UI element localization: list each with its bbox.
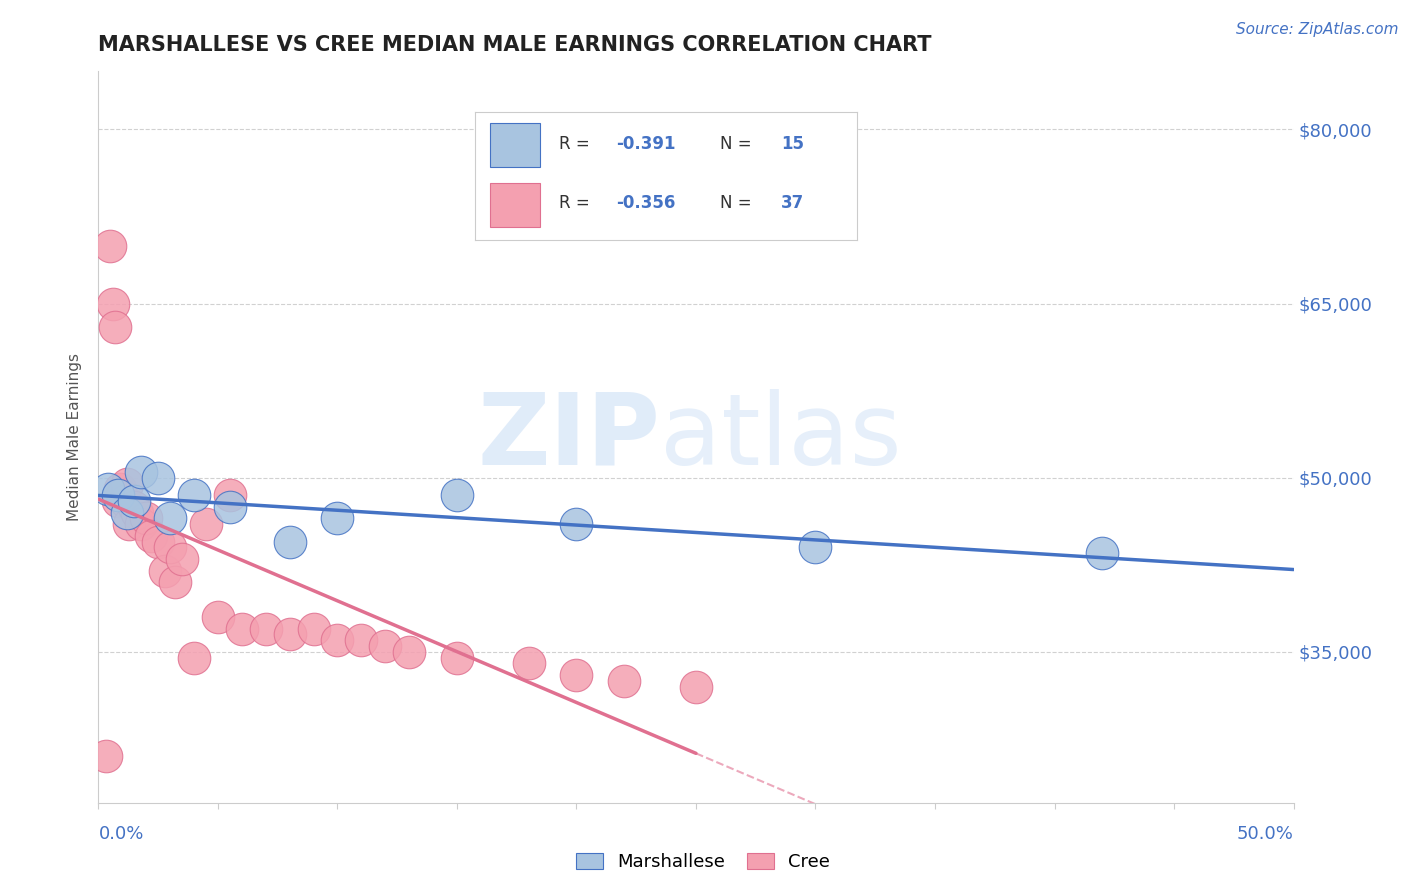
Point: [183, 488, 205, 502]
Point: [219, 488, 242, 502]
Point: [446, 650, 468, 665]
Point: [207, 610, 229, 624]
Text: MARSHALLESE VS CREE MEDIAN MALE EARNINGS CORRELATION CHART: MARSHALLESE VS CREE MEDIAN MALE EARNINGS…: [98, 35, 932, 54]
Point: [115, 476, 138, 491]
Point: [194, 517, 218, 532]
Point: [172, 552, 194, 566]
Point: [108, 483, 131, 497]
Point: [131, 517, 153, 532]
Text: atlas: atlas: [661, 389, 901, 485]
Point: [302, 622, 325, 636]
Point: [107, 494, 129, 508]
Point: [326, 511, 349, 525]
Point: [613, 673, 636, 688]
Point: [219, 500, 242, 514]
Point: [446, 488, 468, 502]
Legend: Marshallese, Cree: Marshallese, Cree: [568, 846, 838, 879]
Point: [159, 511, 181, 525]
Point: [107, 488, 129, 502]
Point: [114, 494, 136, 508]
Text: 50.0%: 50.0%: [1237, 825, 1294, 843]
Point: [111, 488, 134, 502]
Point: [131, 465, 153, 479]
Point: [350, 633, 373, 648]
Point: [254, 622, 277, 636]
Point: [1091, 546, 1114, 560]
Text: Source: ZipAtlas.com: Source: ZipAtlas.com: [1236, 22, 1399, 37]
Point: [97, 483, 120, 497]
Point: [565, 668, 588, 682]
Point: [148, 534, 170, 549]
Point: [124, 500, 146, 514]
Point: [139, 529, 162, 543]
Point: [98, 238, 122, 252]
Text: ZIP: ZIP: [477, 389, 661, 485]
Y-axis label: Median Male Earnings: Median Male Earnings: [67, 353, 83, 521]
Point: [104, 319, 127, 334]
Point: [101, 296, 124, 310]
Point: [125, 506, 148, 520]
Point: [155, 564, 177, 578]
Point: [94, 749, 117, 764]
Point: [685, 680, 707, 694]
Point: [326, 633, 349, 648]
Point: [118, 517, 141, 532]
Point: [374, 639, 396, 653]
Point: [115, 506, 138, 520]
Point: [124, 494, 146, 508]
Point: [159, 541, 181, 555]
Point: [183, 650, 205, 665]
Point: [135, 511, 157, 525]
Text: 0.0%: 0.0%: [98, 825, 143, 843]
Point: [163, 575, 186, 590]
Point: [804, 541, 827, 555]
Point: [231, 622, 253, 636]
Point: [565, 517, 588, 532]
Point: [278, 534, 301, 549]
Point: [148, 471, 170, 485]
Point: [517, 657, 540, 671]
Point: [278, 627, 301, 641]
Point: [398, 645, 420, 659]
